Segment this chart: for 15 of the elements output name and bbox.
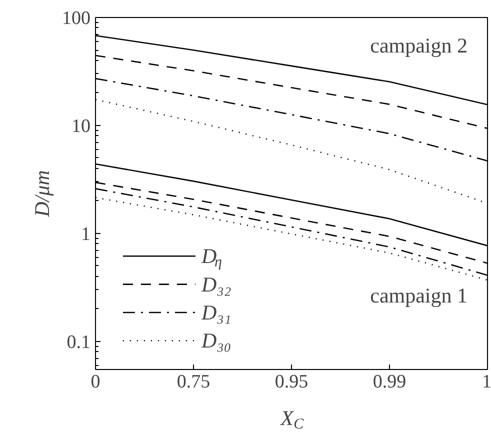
x-tick-label: 0 — [90, 372, 100, 392]
x-tick-label: 0.75 — [176, 372, 210, 392]
legend-label: D₃₀ — [200, 328, 232, 353]
annotation: campaign 1 — [370, 284, 468, 308]
y-tick-label: 0.1 — [66, 332, 90, 353]
x-tick-label: 0.99 — [372, 372, 406, 392]
y-tick-label: 10 — [72, 116, 90, 137]
x-tick-label: 0.95 — [274, 372, 308, 392]
y-tick-label: 1 — [81, 224, 90, 245]
y-axis-title: D/μm — [30, 170, 54, 218]
legend-label: D₃₁ — [200, 300, 232, 324]
legend-label: D₃₂ — [200, 272, 232, 296]
x-tick-label: 1 — [482, 372, 491, 392]
annotation: campaign 2 — [370, 34, 468, 58]
y-tick-label: 100 — [62, 8, 90, 29]
